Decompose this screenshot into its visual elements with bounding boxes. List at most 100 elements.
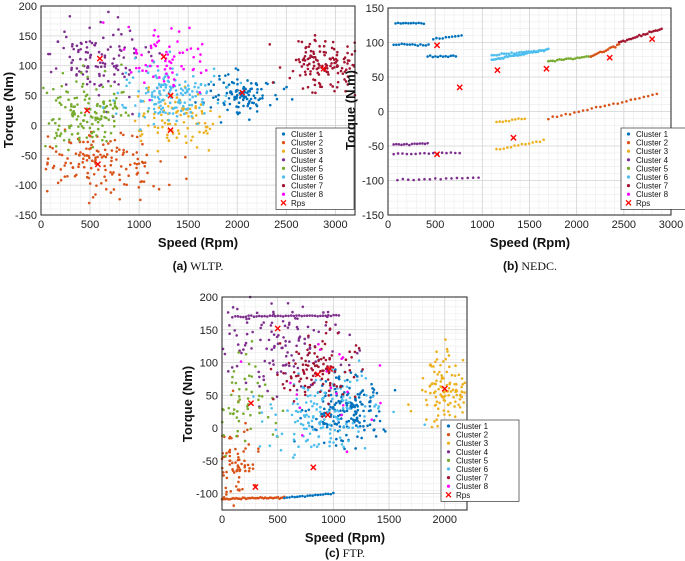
data-point (363, 428, 366, 432)
data-point (98, 104, 102, 108)
data-point (352, 419, 356, 423)
data-point (247, 374, 251, 377)
data-point (338, 436, 342, 439)
data-point (344, 89, 347, 93)
data-point (188, 98, 192, 101)
data-point (551, 115, 555, 118)
data-point (453, 35, 457, 38)
data-point (331, 85, 335, 88)
data-point (244, 421, 247, 425)
data-point (89, 166, 93, 170)
data-point (262, 378, 266, 382)
data-point (444, 54, 447, 58)
data-point (419, 21, 423, 25)
data-point (366, 424, 369, 428)
data-point (271, 81, 275, 84)
data-point (148, 64, 152, 68)
data-point (181, 93, 185, 97)
data-point (573, 111, 576, 114)
data-point (520, 142, 524, 146)
data-point (141, 142, 144, 146)
data-point (245, 388, 248, 391)
legend-marker (446, 458, 451, 462)
data-point (237, 387, 241, 391)
data-point (246, 463, 250, 467)
data-point (184, 80, 187, 83)
data-point (209, 80, 213, 84)
data-point (297, 339, 301, 342)
data-point (51, 146, 54, 150)
data-point (394, 142, 398, 146)
data-point (224, 94, 228, 98)
data-point (109, 103, 112, 106)
data-point (310, 378, 313, 382)
data-point (505, 52, 508, 55)
data-point (303, 390, 307, 394)
y-tick-label: 50 (206, 390, 218, 402)
data-point (94, 116, 97, 120)
data-point (341, 356, 345, 359)
data-point (96, 102, 99, 106)
data-point (244, 315, 248, 318)
data-point (147, 107, 151, 110)
data-point (133, 56, 137, 60)
data-point (196, 122, 200, 126)
x-tick-label: 1500 (517, 219, 541, 231)
data-point (281, 382, 285, 386)
data-point (203, 112, 206, 115)
data-point (157, 187, 161, 191)
data-point (344, 358, 348, 361)
data-point (292, 365, 296, 368)
data-point (372, 428, 376, 432)
data-point (435, 36, 438, 40)
data-point (66, 157, 69, 160)
data-point (128, 29, 132, 33)
data-point (99, 20, 102, 24)
data-point (244, 381, 248, 385)
data-point (200, 100, 204, 104)
data-point (346, 426, 350, 430)
data-point (436, 424, 439, 428)
data-point (282, 371, 285, 375)
data-point (356, 419, 359, 423)
data-point (327, 313, 330, 317)
y-tick-label: 150 (19, 31, 37, 43)
data-point (139, 134, 142, 138)
data-point (326, 492, 330, 496)
data-point (88, 80, 92, 84)
data-point (238, 468, 242, 471)
data-point (342, 425, 346, 428)
data-point (638, 33, 641, 37)
data-point (370, 418, 374, 422)
data-point (655, 92, 659, 96)
data-point (224, 454, 227, 458)
data-point (165, 94, 169, 97)
data-point (311, 368, 314, 372)
data-point (449, 54, 453, 58)
data-point (92, 172, 96, 176)
data-point (246, 407, 250, 411)
data-point (189, 47, 193, 50)
data-point (458, 151, 461, 155)
data-point (118, 178, 122, 182)
data-point (646, 32, 649, 35)
data-point (196, 47, 200, 51)
data-point (244, 352, 248, 356)
data-point (95, 134, 98, 137)
data-point (139, 139, 143, 143)
data-point (324, 492, 327, 496)
data-point (207, 82, 211, 86)
data-point (444, 338, 447, 341)
data-point (118, 148, 121, 151)
data-point (516, 144, 520, 147)
data-point (321, 314, 325, 317)
data-point (431, 37, 435, 41)
data-point (70, 61, 73, 65)
x-tick-label: 2000 (432, 514, 456, 526)
data-point (80, 71, 83, 74)
data-point (104, 187, 108, 191)
data-point (117, 28, 120, 31)
data-point (297, 372, 300, 375)
data-point (290, 413, 294, 417)
data-point (343, 370, 347, 374)
